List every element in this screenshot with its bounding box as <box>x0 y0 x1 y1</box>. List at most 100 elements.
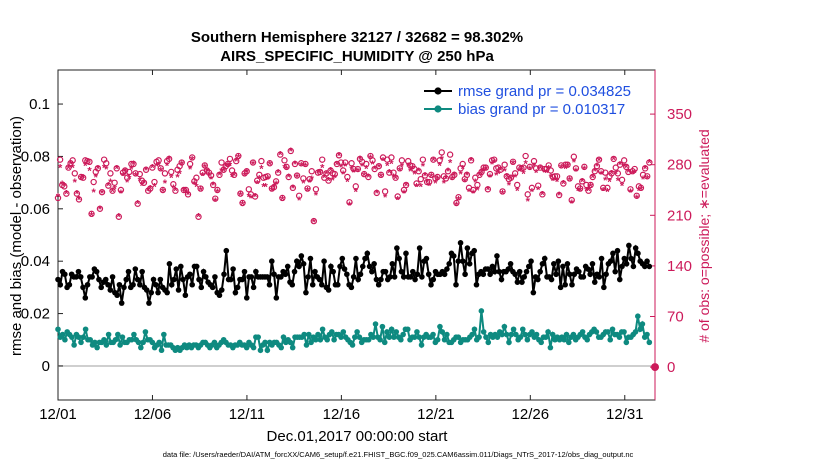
obs-evaluated-marker: * <box>555 176 560 188</box>
obs-possible-marker <box>159 186 167 194</box>
obs-possible-marker <box>497 166 504 173</box>
obs-evaluated-marker: * <box>186 189 191 201</box>
bias-point <box>92 339 98 346</box>
obs-possible-marker <box>235 152 242 160</box>
rmse-point <box>455 258 462 264</box>
bias-point <box>365 336 372 343</box>
obs-evaluated-marker: * <box>169 173 174 185</box>
rmse-point <box>635 250 641 257</box>
rmse-point <box>391 274 398 280</box>
y2-axis-label: # of obs: o=possible; ∗=evaluated <box>696 129 712 342</box>
obs-possible-marker <box>627 186 634 193</box>
obs-possible-marker <box>386 169 393 176</box>
bias-point <box>377 336 383 343</box>
plot-area: 0 0.02 0.04 0.06 0.08 0.1 0 70 140 210 280 350 12/01… <box>21 69 692 423</box>
rmse-point <box>607 258 614 264</box>
rmse-point <box>375 281 382 288</box>
obs-evaluated-marker: * <box>180 159 185 171</box>
obs-possible-marker <box>239 199 246 207</box>
rmse-point <box>548 276 555 283</box>
obs-evaluated-marker: * <box>536 184 541 196</box>
obs-possible-marker <box>637 184 645 192</box>
obs-evaluated-marker: * <box>492 157 497 169</box>
obs-evaluated-marker: * <box>224 161 229 173</box>
obs-evaluated-marker: * <box>513 172 518 184</box>
obs-evaluated-marker: * <box>515 186 520 198</box>
obs-evaluated-marker: * <box>307 177 312 189</box>
obs-evaluated-marker: * <box>318 168 323 180</box>
obs-evaluated-marker: * <box>284 164 289 176</box>
bias-point <box>352 334 358 340</box>
obs-possible-marker <box>245 186 253 193</box>
obs-evaluated-marker: * <box>379 171 384 183</box>
obs-possible-marker <box>480 164 487 171</box>
obs-evaluated-marker: * <box>584 186 589 198</box>
rmse-point <box>62 271 68 278</box>
obs-evaluated-marker: * <box>312 217 317 229</box>
obs-evaluated-marker: * <box>490 159 495 171</box>
obs-possible-marker <box>459 160 466 168</box>
obs-possible-marker <box>71 170 78 177</box>
obs-evaluated-marker: * <box>572 157 577 169</box>
rmse-point <box>173 266 180 272</box>
rmse-point <box>77 274 84 280</box>
rmse-point <box>348 284 355 291</box>
bias-point <box>308 339 314 346</box>
bias-point <box>287 339 294 346</box>
bias-point <box>243 344 250 351</box>
rmse-point <box>200 268 207 275</box>
obs-possible-marker <box>256 171 263 179</box>
obs-possible-marker <box>415 168 422 175</box>
obs-evaluated-marker: * <box>73 177 78 189</box>
obs-possible-marker <box>388 154 395 161</box>
obs-evaluated-marker: * <box>458 169 463 181</box>
obs-possible-marker <box>193 174 200 181</box>
obs-evaluated-marker: * <box>542 167 547 179</box>
obs-evaluated-marker: * <box>198 185 203 197</box>
obs-evaluated-marker: * <box>245 167 250 179</box>
rmse-point <box>514 279 521 285</box>
rmse-point <box>587 271 593 278</box>
rmse-point <box>114 292 120 299</box>
obs-evaluated-marker: * <box>574 166 579 178</box>
obs-evaluated-marker: * <box>96 163 101 175</box>
obs-possible-marker <box>455 194 462 201</box>
obs-possible-marker <box>579 178 586 185</box>
rmse-point <box>291 268 298 275</box>
obs-possible-marker <box>486 170 494 178</box>
obs-possible-marker <box>184 191 192 198</box>
obs-possible-marker <box>209 181 217 189</box>
bias-point <box>538 339 544 346</box>
rmse-point <box>630 263 637 270</box>
obs-evaluated-marker: * <box>372 164 377 176</box>
x-tick-label: 12/06 <box>134 406 172 423</box>
obs-possible-marker <box>63 190 70 197</box>
obs-possible-marker <box>541 165 548 173</box>
obs-evaluated-marker: * <box>624 163 629 175</box>
obs-evaluated-marker: * <box>549 172 554 184</box>
rmse-point <box>171 276 177 283</box>
rmse-point <box>562 281 568 288</box>
bias-point <box>156 339 163 346</box>
obs-possible-marker <box>442 175 450 182</box>
obs-possible-marker <box>207 172 215 179</box>
bias-point <box>78 339 84 346</box>
bias-point <box>384 329 390 335</box>
rmse-point <box>66 281 73 288</box>
obs-evaluated-marker: * <box>570 198 575 210</box>
rmse-point <box>271 271 277 278</box>
rmse-point <box>118 300 125 306</box>
obs-evaluated-marker: * <box>117 212 122 224</box>
rmse-point <box>228 276 234 283</box>
obs-evaluated-marker: * <box>538 163 543 175</box>
bias-point <box>542 334 549 340</box>
obs-evaluated-marker: * <box>607 176 612 188</box>
rmse-point <box>230 266 236 272</box>
obs-possible-marker <box>283 163 290 171</box>
obs-possible-marker <box>350 165 357 173</box>
rmse-point <box>507 261 514 267</box>
obs-evaluated-marker: * <box>266 174 271 186</box>
rmse-point <box>178 263 184 270</box>
obs-evaluated-marker: * <box>247 192 252 204</box>
